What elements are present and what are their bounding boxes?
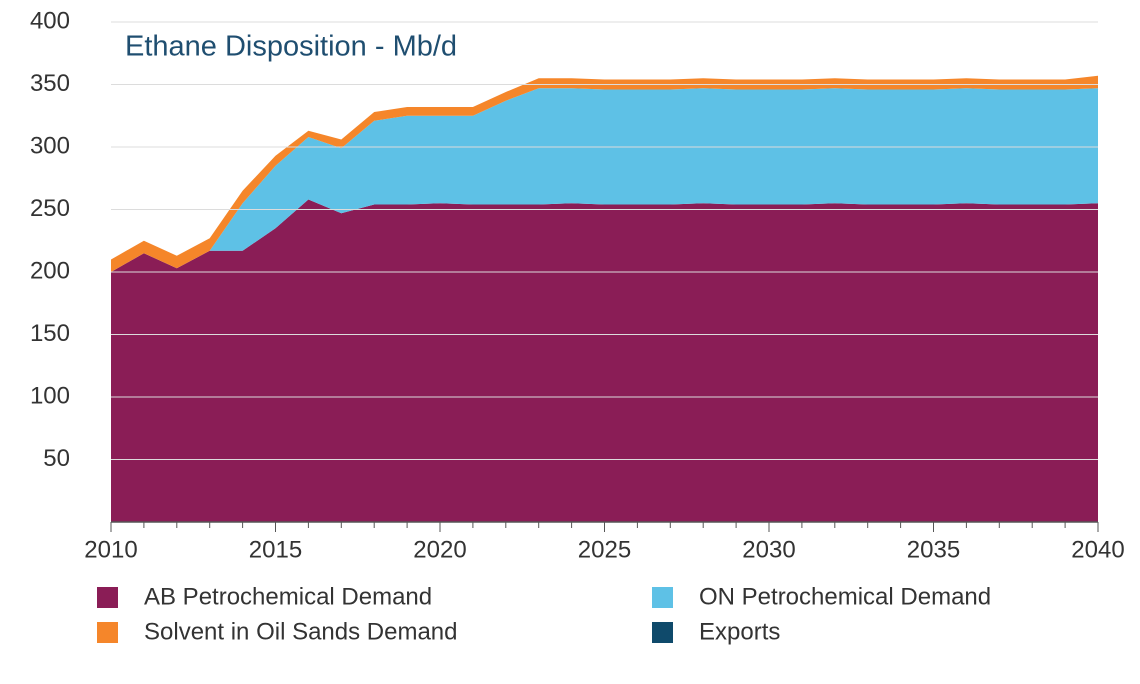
y-tick-label: 250 <box>30 195 70 222</box>
x-tick-label: 2040 <box>1071 536 1124 563</box>
area <box>111 88 1098 272</box>
x-tick-label: 2035 <box>907 536 960 563</box>
legend-label: AB Petrochemical Demand <box>144 583 432 610</box>
x-tick-label: 2015 <box>249 536 302 563</box>
legend-label: Exports <box>699 618 780 645</box>
y-tick-label: 300 <box>30 132 70 159</box>
legend-swatch <box>97 622 118 643</box>
y-tick-label: 400 <box>30 7 70 34</box>
y-tick-label: 150 <box>30 320 70 347</box>
legend-swatch <box>97 587 118 608</box>
y-tick-label: 100 <box>30 382 70 409</box>
legend-swatch <box>652 622 673 643</box>
x-tick-label: 2030 <box>742 536 795 563</box>
chart-title: Ethane Disposition - Mb/d <box>125 31 457 63</box>
legend-label: ON Petrochemical Demand <box>699 583 991 610</box>
legend-swatch <box>652 587 673 608</box>
x-tick-label: 2025 <box>578 536 631 563</box>
y-tick-label: 200 <box>30 257 70 284</box>
area <box>111 199 1098 522</box>
x-tick-label: 2010 <box>84 536 137 563</box>
y-tick-label: 350 <box>30 70 70 97</box>
legend-label: Solvent in Oil Sands Demand <box>144 618 458 645</box>
x-tick-label: 2020 <box>413 536 466 563</box>
y-tick-label: 50 <box>43 445 70 472</box>
